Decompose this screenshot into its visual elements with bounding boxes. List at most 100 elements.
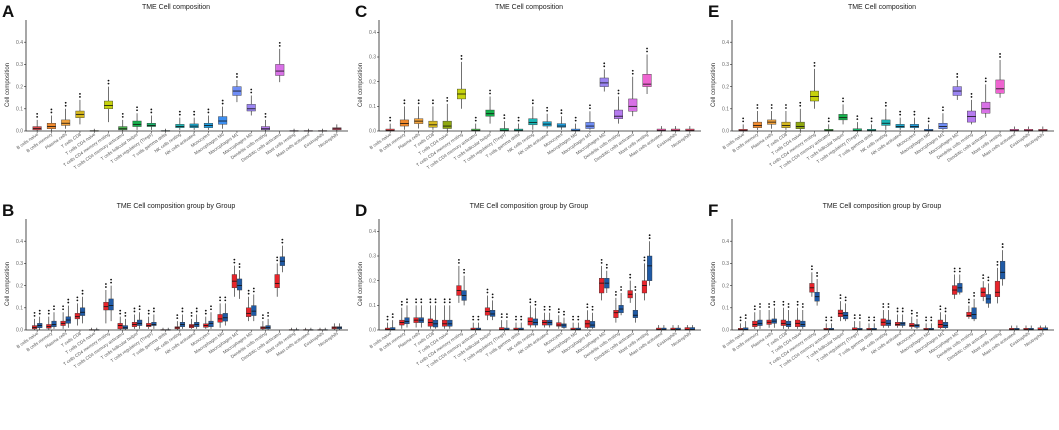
panel-title: TME Cell composition group by Group	[117, 203, 236, 210]
outlier-point	[147, 309, 150, 312]
y-tick-label: 0.0	[722, 328, 729, 334]
y-tick-label: 0.0	[16, 129, 23, 135]
box-t-cells-cd8-group-1	[427, 298, 433, 329]
outlier-point	[586, 303, 589, 306]
box-macrophages-m1-group-1	[231, 258, 237, 297]
outlier-point	[574, 119, 577, 122]
box-iqr	[275, 64, 285, 76]
outlier-point	[557, 311, 560, 314]
outlier-point	[119, 312, 122, 315]
box-iqr	[570, 327, 576, 331]
outlier-point	[446, 96, 449, 99]
outlier-point	[193, 110, 196, 113]
box-iqr	[656, 128, 666, 132]
box-iqr	[261, 126, 270, 131]
y-tick-label: 0.1	[16, 306, 23, 312]
outlier-point	[548, 305, 551, 308]
y-tick-label: 0.3	[722, 62, 729, 68]
outlier-point	[785, 107, 787, 109]
outlier-point	[417, 102, 420, 105]
outlier-point	[262, 314, 264, 317]
box-iqr	[447, 319, 453, 327]
box-monocytes-group-2	[208, 305, 214, 329]
box-dendritic-cells-resting	[261, 113, 270, 131]
box-iqr	[867, 129, 877, 132]
box-eosinophils	[318, 128, 328, 132]
outlier-point	[79, 93, 81, 95]
outlier-point	[870, 120, 873, 123]
box-t-cells-follicular-helper-group-2	[490, 293, 496, 321]
outlier-point	[830, 316, 833, 319]
outlier-point	[646, 50, 648, 53]
box-t-cells-cd4-memory-activated-group-1	[470, 315, 476, 331]
box-plasma-cells	[61, 101, 71, 129]
outlier-point	[887, 303, 890, 305]
outlier-point	[262, 317, 264, 320]
box-iqr	[217, 314, 223, 323]
box-monocytes	[556, 109, 566, 130]
box-iqr	[800, 320, 806, 327]
box-nk-cells-activated-group-1	[541, 305, 548, 328]
outlier-point	[615, 294, 617, 296]
outlier-point	[958, 267, 961, 270]
outlier-point	[631, 72, 634, 75]
box-monocytes	[203, 108, 213, 130]
outlier-point	[973, 295, 975, 297]
outlier-point	[474, 119, 477, 122]
panel-b: B TME Cell composition group by Group Ce…	[2, 201, 348, 369]
box-b-cells-memory-group-1	[46, 309, 52, 330]
outlier-point	[415, 301, 417, 304]
outlier-point	[617, 92, 620, 95]
box-neutrophils-group-2	[336, 323, 343, 330]
outlier-point	[233, 258, 236, 261]
box-iqr	[781, 121, 791, 128]
box-dendritic-cells-activated-group-2	[632, 286, 638, 323]
outlier-point	[460, 55, 463, 57]
outlier-point	[827, 117, 830, 120]
box-iqr	[74, 313, 80, 320]
outlier-point	[76, 296, 79, 299]
box-iqr	[1024, 129, 1034, 132]
box-dendritic-cells-resting-group-2	[265, 312, 271, 330]
outlier-point	[982, 277, 985, 280]
outlier-point	[247, 292, 250, 295]
box-t-cells-cd4-naive-group-2	[94, 327, 100, 331]
box-iqr	[442, 120, 452, 129]
box-macrophages-m1-group-2	[589, 305, 596, 329]
box-iqr	[857, 328, 863, 331]
outlier-point	[386, 318, 389, 321]
box-neutrophils	[332, 124, 342, 131]
box-t-cells-cd4-memory-resting	[810, 61, 819, 109]
outlier-point	[600, 258, 603, 261]
box-iqr	[556, 123, 566, 128]
box-b-cells-naive-group-2	[743, 314, 749, 331]
outlier-point	[811, 265, 813, 268]
box-iqr	[208, 320, 214, 327]
outlier-point	[121, 116, 124, 118]
outlier-point	[577, 318, 580, 321]
box-t-cells-cd4-memory-resting	[457, 55, 466, 109]
box-iqr	[532, 318, 539, 326]
box-t-cells-cd8	[75, 93, 85, 125]
outlier-point	[605, 266, 608, 269]
box-t-cells-follicular-helper-group-1	[837, 294, 844, 322]
box-iqr	[499, 327, 505, 331]
box-iqr	[404, 317, 410, 325]
box-nk-cells-resting-group-2	[532, 300, 539, 328]
outlier-point	[150, 111, 153, 114]
box-dendritic-cells-resting-group-2	[618, 286, 624, 316]
outlier-point	[785, 104, 787, 106]
outlier-point	[543, 308, 546, 311]
outlier-point	[813, 64, 816, 67]
box-macrophages-m0	[924, 117, 934, 132]
box-macrophages-m1	[585, 104, 595, 130]
y-tick-label: 0.3	[722, 261, 729, 267]
outlier-point	[987, 279, 990, 282]
outlier-point	[210, 305, 212, 308]
outlier-point	[486, 288, 489, 291]
box-plasma-cells	[767, 104, 777, 129]
box-iqr	[589, 321, 596, 328]
box-neutrophils	[1038, 126, 1048, 132]
outlier-point	[884, 101, 887, 104]
